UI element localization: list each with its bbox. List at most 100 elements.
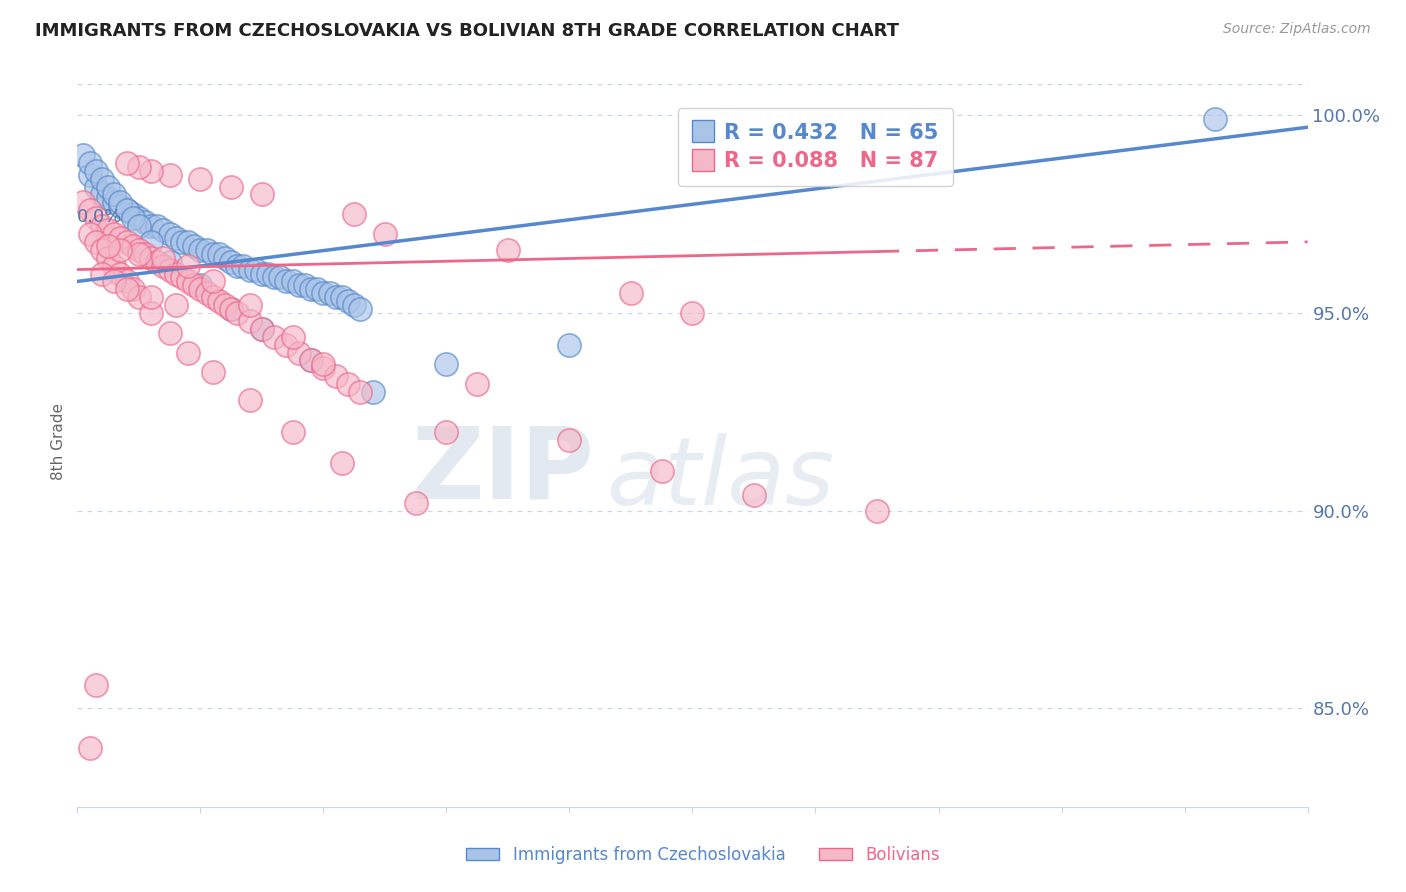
Point xyxy=(312,361,335,376)
Point xyxy=(201,246,224,260)
Point xyxy=(239,298,262,312)
Point xyxy=(79,168,101,182)
Point xyxy=(325,290,347,304)
Point xyxy=(183,239,205,253)
Point xyxy=(188,243,212,257)
Point xyxy=(374,227,396,241)
Point xyxy=(188,278,212,293)
Point xyxy=(115,235,138,249)
Point xyxy=(219,254,242,268)
Point xyxy=(165,267,187,281)
Point xyxy=(436,425,458,439)
Point xyxy=(90,267,114,281)
Point xyxy=(134,246,156,260)
Point xyxy=(294,278,316,293)
Point xyxy=(299,282,322,296)
Point xyxy=(558,337,581,351)
Point xyxy=(152,223,174,237)
Point xyxy=(307,282,329,296)
Point xyxy=(312,358,335,372)
Point xyxy=(558,433,581,447)
Point xyxy=(325,369,347,384)
Point xyxy=(405,496,427,510)
Point xyxy=(103,187,125,202)
Point xyxy=(97,179,120,194)
Point xyxy=(620,286,643,301)
Point xyxy=(152,251,174,265)
Point xyxy=(128,219,150,233)
Point xyxy=(84,163,107,178)
Point xyxy=(152,259,174,273)
Point xyxy=(177,274,200,288)
Point xyxy=(281,274,304,288)
Point xyxy=(299,353,322,368)
Point xyxy=(84,179,107,194)
Point xyxy=(128,246,150,260)
Point xyxy=(110,267,132,281)
Point xyxy=(201,290,224,304)
Point xyxy=(177,259,200,273)
Point xyxy=(349,385,371,400)
Point xyxy=(79,741,101,756)
Point xyxy=(330,290,353,304)
Point xyxy=(201,365,224,379)
Point xyxy=(436,358,458,372)
Point xyxy=(90,243,114,257)
Point xyxy=(115,203,138,218)
Text: atlas: atlas xyxy=(606,433,835,524)
Point xyxy=(330,456,353,470)
Point xyxy=(141,306,163,320)
Point xyxy=(349,302,371,317)
Point xyxy=(201,274,224,288)
Point xyxy=(742,488,765,502)
Point xyxy=(170,270,193,285)
Point xyxy=(219,302,242,317)
Point xyxy=(208,294,231,309)
Point xyxy=(165,231,187,245)
Point xyxy=(79,156,101,170)
Point xyxy=(159,227,181,241)
Text: 0.0%: 0.0% xyxy=(77,208,122,227)
Point xyxy=(84,235,107,249)
Point xyxy=(250,322,273,336)
Point xyxy=(250,267,273,281)
Point xyxy=(226,259,249,273)
Point xyxy=(250,187,273,202)
Point xyxy=(128,160,150,174)
Point xyxy=(97,223,120,237)
Point xyxy=(232,259,254,273)
Point xyxy=(159,168,181,182)
Point xyxy=(97,239,120,253)
Point xyxy=(128,211,150,226)
Point xyxy=(79,227,101,241)
Point xyxy=(121,239,143,253)
Point xyxy=(159,262,181,277)
Y-axis label: 8th Grade: 8th Grade xyxy=(51,403,66,480)
Point xyxy=(115,282,138,296)
Point xyxy=(97,251,120,265)
Point xyxy=(299,353,322,368)
Point xyxy=(183,278,205,293)
Point xyxy=(496,243,519,257)
Point xyxy=(188,171,212,186)
Point xyxy=(239,392,262,407)
Point xyxy=(177,235,200,249)
Point xyxy=(141,219,163,233)
Point xyxy=(141,163,163,178)
Point xyxy=(177,345,200,359)
Point xyxy=(682,306,704,320)
Point xyxy=(90,171,114,186)
Point xyxy=(141,290,163,304)
Point xyxy=(318,286,340,301)
Point xyxy=(90,219,114,233)
Point xyxy=(219,302,242,317)
Point xyxy=(115,274,138,288)
Point xyxy=(288,278,311,293)
Legend: Immigrants from Czechoslovakia, Bolivians: Immigrants from Czechoslovakia, Bolivian… xyxy=(460,839,946,871)
Point xyxy=(146,254,169,268)
Text: Source: ZipAtlas.com: Source: ZipAtlas.com xyxy=(1223,22,1371,37)
Point xyxy=(866,504,889,518)
Point xyxy=(159,254,181,268)
Point xyxy=(121,211,143,226)
Point xyxy=(128,290,150,304)
